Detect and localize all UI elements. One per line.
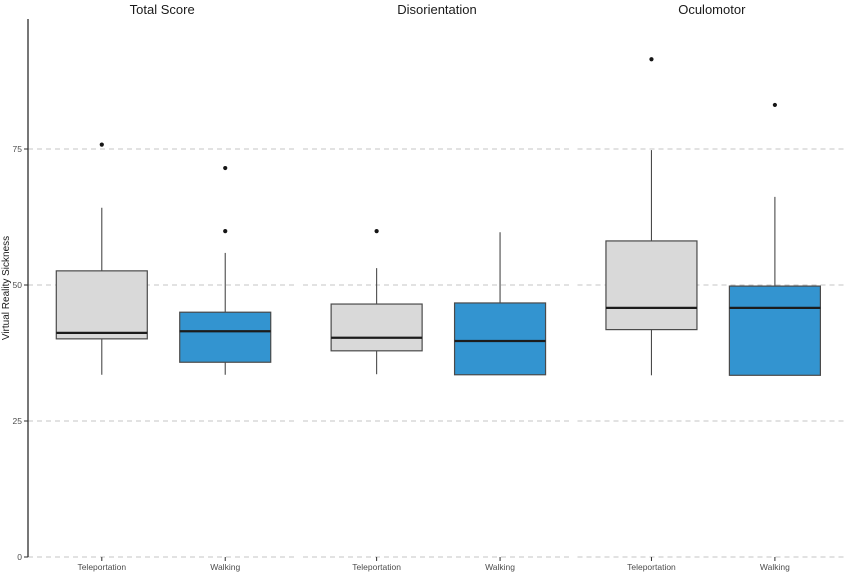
x-tick-label: Teleportation <box>627 562 676 572</box>
y-tick-label: 50 <box>13 280 23 290</box>
y-tick-label: 25 <box>13 416 23 426</box>
y-tick-label: 0 <box>17 552 22 562</box>
outlier-dot-walking <box>223 165 228 171</box>
x-tick-label: Walking <box>210 562 240 572</box>
y-tick-label: 75 <box>13 144 23 154</box>
outlier-dot-teleportation <box>649 57 654 62</box>
x-tick-label: Walking <box>760 562 790 572</box>
box-walking <box>453 302 547 376</box>
box-teleportation <box>605 240 698 331</box>
outlier-dot-walking <box>772 102 777 108</box>
outlier-dot-walking <box>223 229 228 234</box>
box-teleportation <box>330 303 423 352</box>
x-tick-label: Walking <box>485 562 515 572</box>
facet-title: Total Score <box>130 2 195 17</box>
outlier-dot-teleportation <box>374 229 379 234</box>
x-tick-label: Teleportation <box>77 562 126 572</box>
y-axis-title: Virtual Reality Sickness <box>1 236 12 340</box>
outlier-dot-teleportation <box>99 142 104 147</box>
x-tick-label: Teleportation <box>352 562 401 572</box>
box-teleportation <box>55 270 148 340</box>
box-walking <box>179 311 272 363</box>
facet-title: Oculomotor <box>678 2 746 17</box>
facet-title: Disorientation <box>397 2 477 17</box>
box-walking <box>728 285 821 376</box>
